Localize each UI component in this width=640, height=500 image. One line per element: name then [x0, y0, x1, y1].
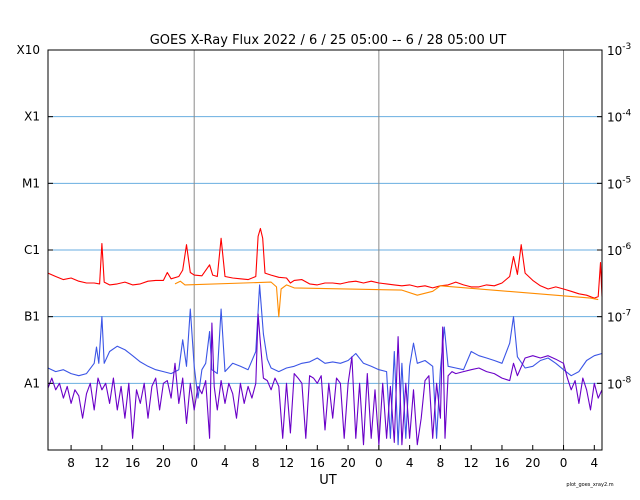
- x-tick-label: 8: [437, 456, 445, 470]
- x-tick-label: 12: [464, 456, 479, 470]
- x-tick-label: 0: [375, 456, 383, 470]
- chart-title: GOES X-Ray Flux 2022 / 6 / 25 05:00 -- 6…: [150, 33, 507, 48]
- flux-series-4: [47, 313, 603, 446]
- flare-class-label: M1: [22, 176, 40, 190]
- flux-tick-label: 10-6: [607, 242, 632, 258]
- x-tick-label: 20: [340, 456, 355, 470]
- flare-class-label: X10: [17, 43, 41, 57]
- x-tick-label: 0: [560, 456, 568, 470]
- credit-text: plot_goes_xray2.m: [566, 482, 613, 488]
- x-tick-label: 4: [590, 456, 598, 470]
- flux-series-3: [47, 284, 603, 446]
- flux-tick-label: 10-8: [607, 375, 632, 391]
- x-tick-label: 4: [406, 456, 414, 470]
- x-tick-label: 0: [190, 456, 198, 470]
- flux-tick-label: 10-3: [607, 42, 631, 58]
- x-tick-label: 20: [156, 456, 171, 470]
- x-tick-label: 8: [252, 456, 260, 470]
- x-tick-label: 12: [279, 456, 294, 470]
- flux-tick-label: 10-5: [607, 175, 631, 191]
- grid-lines: [48, 50, 602, 450]
- x-tick-label: 8: [67, 456, 75, 470]
- flare-class-label: A1: [24, 376, 40, 390]
- x-tick-label: 16: [125, 456, 140, 470]
- x-tick-label: 12: [94, 456, 109, 470]
- flux-series-2: [174, 280, 599, 318]
- x-tick-label: 4: [221, 456, 229, 470]
- x-tick-label: 20: [525, 456, 540, 470]
- series-layer: [47, 227, 603, 446]
- flux-tick-label: 10-7: [607, 309, 631, 325]
- x-axis-label: UT: [319, 473, 337, 488]
- x-tick-label: 16: [494, 456, 509, 470]
- flux-series-1: [47, 227, 603, 299]
- flare-class-label: C1: [24, 243, 40, 257]
- x-tick-label: 16: [310, 456, 325, 470]
- axes-layer: 8 12 16 20 0 4 8 12 16 20 0 4 8 12 16 20 0 4 X10 X1 M1 C1 B1 A1…: [17, 42, 632, 470]
- flare-class-label: B1: [24, 310, 40, 324]
- flux-tick-label: 10-4: [607, 109, 632, 125]
- flare-class-label: X1: [24, 110, 40, 124]
